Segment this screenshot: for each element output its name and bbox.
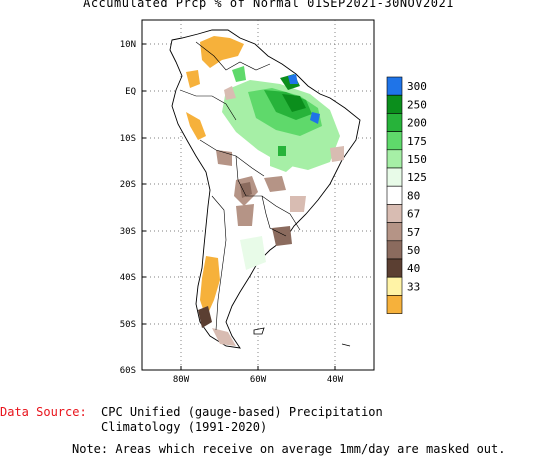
legend-label: 250 (407, 98, 427, 111)
precip-patches (186, 36, 344, 346)
patch-nw-wet (232, 66, 246, 82)
patch-patagonia-dry (198, 306, 212, 328)
patch-peru-low (186, 112, 206, 140)
legend-label: 300 (407, 80, 427, 93)
legend-swatch (386, 167, 403, 187)
patch-amazon-wet-dark (282, 94, 306, 112)
patch-bolivia-dry-dark (240, 182, 252, 198)
patch-brazil-south-dry (290, 196, 306, 212)
country-borders (179, 41, 301, 331)
legend-label: 80 (407, 189, 420, 202)
lon-label-80w: 80W (173, 375, 190, 385)
legend-swatch (386, 94, 403, 114)
legend-swatch (386, 276, 403, 296)
lon-label-60w: 60W (250, 375, 267, 385)
legend-label: 67 (407, 208, 420, 221)
data-source-line2: Climatology (1991-2020) (101, 420, 268, 434)
legend-label: 40 (407, 262, 420, 275)
data-source-line1: CPC Unified (gauge-based) Precipitation (101, 405, 383, 419)
legend-swatch (386, 258, 403, 278)
legend-label: 125 (407, 171, 427, 184)
legend-swatch (386, 240, 403, 260)
map-title: Accumulated Prcp % of Normal 01SEP2021-3… (83, 0, 454, 10)
legend: 300 250 200 175 150 125 80 67 57 50 40 33 (386, 76, 427, 314)
data-source-label: Data Source: (0, 405, 87, 419)
patch-chile-low (200, 256, 220, 318)
legend-label: 175 (407, 135, 427, 148)
south-georgia (341, 343, 351, 347)
patch-argentina-dry (236, 204, 254, 226)
legend-swatch (386, 185, 403, 205)
lat-label-eq: EQ (125, 87, 136, 97)
patch-paraguay-dry (264, 176, 286, 192)
patch-northeast-dry (330, 146, 344, 162)
legend-swatch (386, 204, 403, 223)
patch-uruguay-dry (272, 226, 292, 246)
patch-pampa-wet (240, 236, 266, 270)
legend-swatch (386, 149, 403, 169)
legend-swatch (386, 222, 403, 242)
lat-label-10s: 10S (120, 134, 136, 144)
patch-fuego-dry (212, 328, 236, 346)
patch-amapa-very-wet (310, 112, 320, 124)
legend-label: 33 (407, 280, 420, 293)
legend-label: 57 (407, 226, 420, 239)
lat-label-40s: 40S (120, 273, 136, 283)
patch-venezuela-low (200, 36, 244, 68)
mask-note: Note: Areas which receive on average 1mm… (72, 442, 506, 456)
legend-swatch (386, 76, 403, 96)
lon-label-40w: 40W (327, 375, 344, 385)
patch-guiana-very-wet (288, 74, 298, 84)
lat-label-30s: 30S (120, 227, 136, 237)
patch-coast-dry (224, 86, 236, 100)
legend-swatch (386, 295, 403, 314)
patch-amazon-wet-strong (264, 90, 312, 120)
legend-label: 200 (407, 117, 427, 130)
legend-swatch (386, 131, 403, 151)
legend-label: 150 (407, 153, 427, 166)
lat-label-50s: 50S (120, 320, 136, 330)
legend-label: 50 (407, 244, 420, 257)
lat-label-60s: 60S (120, 366, 136, 376)
lat-label-10n: 10N (120, 40, 136, 50)
legend-swatch (386, 113, 403, 132)
lat-label-20s: 20S (120, 180, 136, 190)
patch-peru-dry (216, 150, 232, 166)
patch-colombia-low (186, 70, 200, 88)
falkland-islands (253, 327, 265, 335)
patch-central-wet-spot (278, 146, 286, 156)
